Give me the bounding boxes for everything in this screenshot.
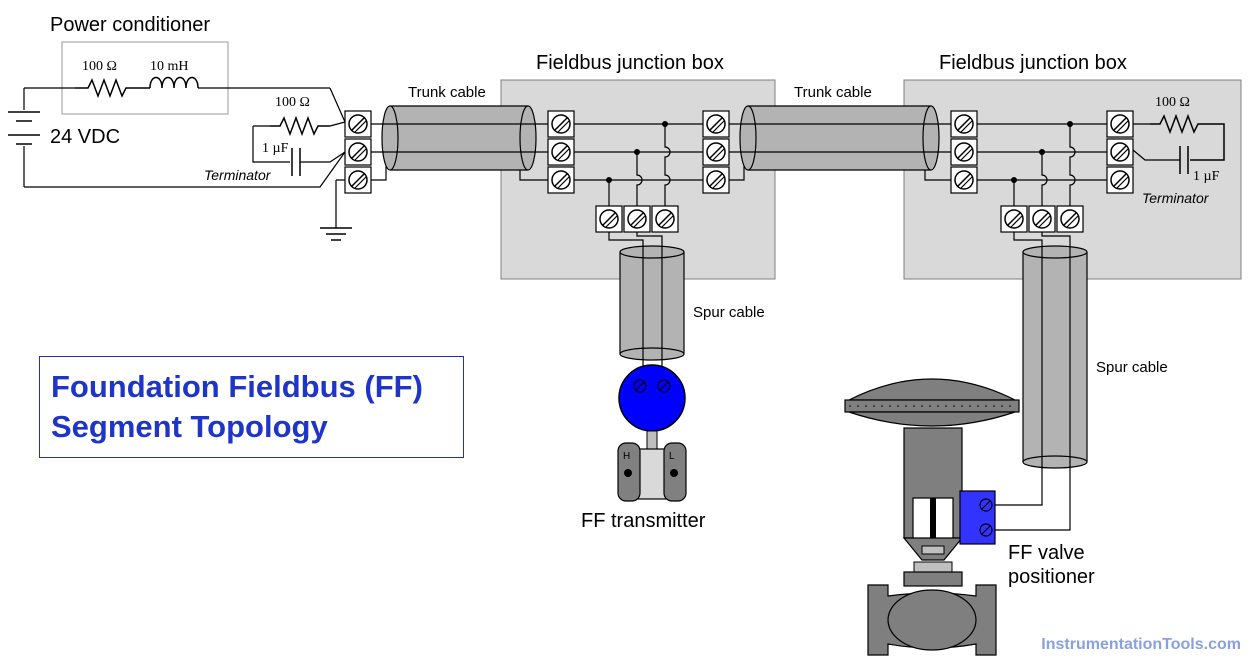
terminator-right-label: Terminator [1142,190,1210,206]
title-line-1: Foundation Fieldbus (FF) [51,369,423,404]
watermark: InstrumentationTools.com [1041,636,1241,653]
resistor-term-left [270,115,330,137]
inductor-pc-label: 10 mH [150,59,189,74]
ff-valve-positioner [959,490,996,545]
resistor-pc-label: 100 Ω [82,59,117,74]
jb2-spur-terminal-3 [1056,205,1084,233]
jb2-out-terminal-3 [1106,166,1134,194]
resistor-pc [75,77,150,99]
terminator-left-label: Terminator [204,167,272,183]
supply-label: 24 VDC [50,126,120,148]
spur-cable-2 [1022,245,1088,469]
terminal-left-3 [344,166,372,194]
resistor-term-right [1150,113,1225,161]
jb1-in-terminal-2 [547,138,575,166]
terminal-left-1 [344,110,372,138]
jb2-in-terminal-3 [950,166,978,194]
jb1-out-terminal-3 [702,166,730,194]
resistor-term-right-label: 100 Ω [1155,95,1190,110]
inductor-pc [149,76,199,89]
jb2-spur-terminal-2 [1028,205,1056,233]
jb1-out-terminal-2 [702,138,730,166]
spur-cable-1-label: Spur cable [693,304,765,321]
trunk-cable-2 [739,105,940,171]
power-conditioner-label: Power conditioner [50,14,210,36]
jb1-out-terminal-1 [702,110,730,138]
transmitter-l-label: L [669,451,675,462]
power-conditioner-box [61,41,229,115]
cap-term-left-label: 1 µF [262,141,289,156]
cap-term-right-label: 1 µF [1193,169,1220,184]
trunk-cable-1-label: Trunk cable [408,84,486,101]
jb1-in-terminal-1 [547,110,575,138]
title-box: Foundation Fieldbus (FF) Segment Topolog… [39,356,464,458]
junction-box-1-label: Fieldbus junction box [536,52,724,74]
trunk-cable-1 [381,105,537,171]
jb1-spur-terminal-3 [651,205,679,233]
spur-cable-1 [619,245,685,361]
jb1-spur-terminal-1 [595,205,623,233]
jb2-spur-terminal-1 [1000,205,1028,233]
control-valve [844,378,1020,656]
junction-box-2-label: Fieldbus junction box [939,52,1127,74]
jb1-spur-terminal-2 [623,205,651,233]
jb2-out-terminal-1 [1106,110,1134,138]
terminal-left-2 [344,138,372,166]
spur-cable-2-label: Spur cable [1096,359,1168,376]
positioner-label-line1: FF valve [1008,542,1085,564]
jb1-in-terminal-3 [547,166,575,194]
ff-transmitter [617,364,687,502]
trunk-cable-2-label: Trunk cable [794,84,872,101]
resistor-term-left-label: 100 Ω [275,95,310,110]
transmitter-h-label: H [623,451,630,462]
transmitter-label: FF transmitter [581,510,706,532]
positioner-label-line2: positioner [1008,566,1095,588]
jb2-in-terminal-2 [950,138,978,166]
jb2-in-terminal-1 [950,110,978,138]
jb2-out-terminal-2 [1106,138,1134,166]
title-line-2: Segment Topology [51,409,328,444]
